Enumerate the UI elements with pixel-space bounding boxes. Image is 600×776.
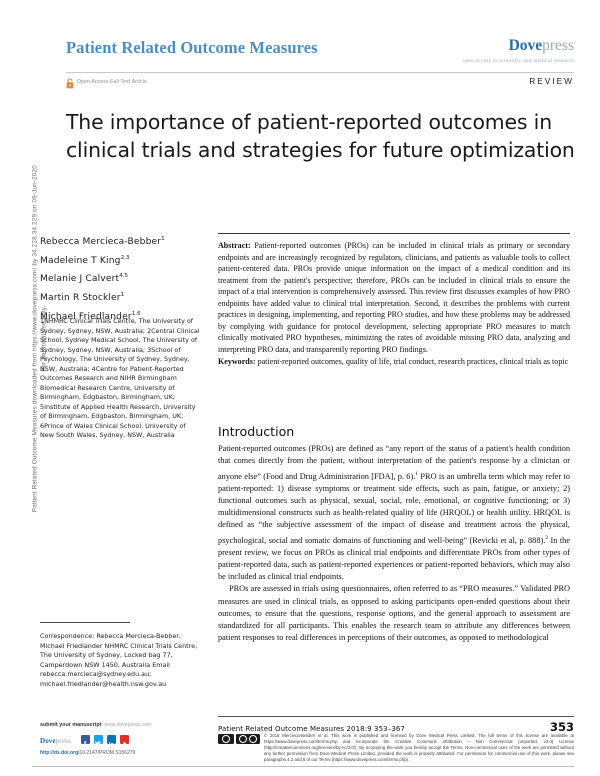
keywords-block: Keywords: patient-reported outcomes, qua… (218, 356, 570, 368)
citation-ref[interactable]: 1 (415, 470, 419, 477)
abstract-block: Abstract: Patient-reported outcomes (PRO… (218, 240, 570, 368)
author-item: Melanie J Calvert4,5 (40, 269, 200, 288)
youtube-icon[interactable] (120, 734, 130, 745)
keywords-heading: Keywords: (218, 357, 256, 367)
svg-text:f: f (84, 741, 87, 748)
author-affiliation-marker: 1 (120, 291, 125, 298)
submit-manuscript-line[interactable]: submit your manuscript www.dovepress.com (40, 722, 205, 728)
dovepress-logo-bold: Dove (508, 37, 543, 54)
open-access-badge[interactable]: Open Access Full Text Article (66, 76, 147, 89)
lock-icon (66, 76, 74, 89)
keywords-body: patient-reported outcomes, quality of li… (255, 357, 569, 367)
social-links: f in (81, 734, 130, 748)
author-name: Michael Friedlander (40, 311, 132, 322)
svg-text:in: in (109, 742, 115, 748)
open-access-label: Open Access Full Text Article (77, 78, 147, 85)
author-affiliation-marker: 1,6 (131, 310, 141, 317)
author-name: Martin R Stockler (40, 292, 121, 303)
paragraph: PROs are assessed in trials using questi… (218, 584, 570, 643)
doi-prefix: http://dx.doi.org/ (40, 750, 80, 756)
article-type-label: REVIEW (529, 76, 574, 86)
paragraph: Patient-reported outcomes (PROs) are def… (218, 443, 570, 583)
license-block: © 2018 Mercieca-Bebber et al. This work … (218, 733, 574, 763)
dovepress-tagline: open access to scientific and medical re… (462, 58, 574, 64)
download-watermark-strip: Patient Related Outcome Measures downloa… (0, 0, 47, 776)
abstract-heading: Abstract: (218, 241, 251, 250)
doi-value: 10.2147/PROM.S156279 (79, 750, 136, 756)
author-item: Madeleine T King2,3 (40, 251, 200, 270)
correspondence-divider (40, 622, 130, 623)
page-title: The importance of patient-reported outco… (66, 109, 575, 162)
abstract-divider (218, 233, 570, 234)
author-item: Rebecca Mercieca-Bebber1 (40, 232, 200, 251)
introduction-body: Patient-reported outcomes (PROs) are def… (218, 443, 570, 645)
cc-by-nc-icon (236, 733, 260, 744)
page-number: 353 (549, 720, 574, 734)
paragraph-part: Patient-reported outcomes (PROs) are def… (218, 444, 570, 481)
submit-manuscript-label: submit your manuscript (40, 722, 102, 728)
open-access-row: Open Access Full Text Article REVIEW (66, 76, 574, 92)
abstract-body: Patient-reported outcomes (PROs) can be … (218, 241, 570, 354)
submit-manuscript-block: submit your manuscript www.dovepress.com… (40, 722, 205, 756)
journal-header: Patient Related Outcome Measures Dovepre… (66, 38, 574, 72)
dovepress-small-logo[interactable]: Dovepress (40, 730, 70, 748)
author-item: Michael Friedlander1,6 (40, 307, 200, 326)
submit-manuscript-url: www.dovepress.com (104, 722, 152, 728)
author-name: Melanie J Calvert (40, 274, 120, 285)
author-affiliation-marker: 1 (161, 236, 165, 242)
dovepress-logo[interactable]: Dovepress open access to scientific and … (463, 38, 574, 64)
header-divider (66, 72, 574, 73)
footer-citation: Patient Related Outcome Measures 2018:9 … (218, 725, 405, 733)
dovepress-small-light: press (55, 737, 71, 745)
citation-ref[interactable]: 2 (545, 534, 549, 541)
doi-line[interactable]: http://dx.doi.org/10.2147/PROM.S156279 (40, 750, 205, 756)
footer-divider (218, 716, 574, 717)
affiliations-block: 1NHMRC Clinical Trials Centre, The Unive… (40, 317, 200, 439)
author-affiliation-marker: 2,3 (120, 254, 130, 261)
license-badges (218, 733, 260, 744)
paragraph-part: PRO is an umbrella term which may refer … (218, 471, 570, 545)
cc-icon (218, 733, 234, 744)
dovepress-logo-light: press (542, 37, 574, 54)
section-heading-introduction: Introduction (218, 424, 295, 439)
license-text: © 2018 Mercieca-Bebber et al. This work … (264, 733, 574, 763)
dovepress-small-bold: Dove (40, 737, 56, 745)
submit-social-row: Dovepress f in (40, 730, 205, 748)
author-affiliation-marker: 4,5 (119, 273, 129, 280)
author-list: Rebecca Mercieca-Bebber1 Madeleine T Kin… (40, 232, 200, 325)
paragraph-part: In the present review, we focus on PROs … (218, 535, 570, 582)
author-name: Madeleine T King (40, 255, 121, 266)
footer-row: Patient Related Outcome Measures 2018:9 … (218, 720, 574, 734)
linkedin-icon[interactable]: in (107, 734, 117, 748)
facebook-icon[interactable]: f (81, 734, 91, 748)
author-item: Martin R Stockler1 (40, 288, 200, 307)
page-bottom-divider (32, 766, 574, 767)
author-name: Rebecca Mercieca-Bebber (40, 237, 162, 248)
twitter-icon[interactable] (94, 734, 104, 746)
correspondence-block: Correspondence: Rebecca Mercieca-Bebber,… (40, 632, 198, 688)
journal-title: Patient Related Outcome Measures (66, 38, 318, 57)
